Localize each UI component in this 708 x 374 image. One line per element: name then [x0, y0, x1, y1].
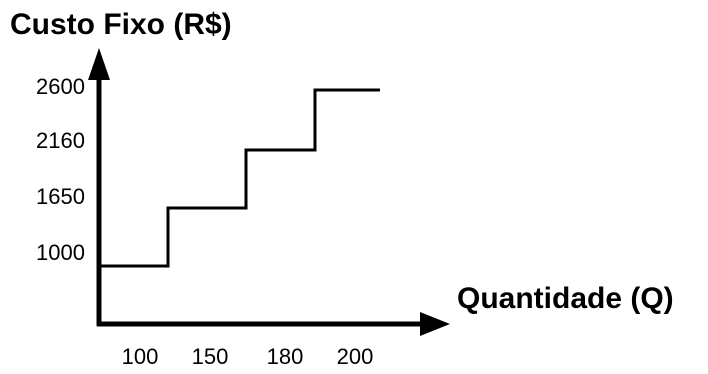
- x-axis-arrow: [420, 312, 450, 336]
- y-axis-arrow: [88, 48, 110, 80]
- x-axis-title: Quantidade (Q): [457, 282, 674, 315]
- y-tick-label: 2600: [36, 74, 85, 99]
- x-tick-label: 200: [337, 344, 374, 369]
- x-tick-label: 150: [192, 344, 229, 369]
- x-tick-label: 100: [122, 344, 159, 369]
- y-axis-title: Custo Fixo (R$): [10, 8, 232, 41]
- y-tick-label: 1650: [36, 184, 85, 209]
- y-tick-label: 2160: [36, 128, 85, 153]
- y-tick-label: 1000: [36, 240, 85, 265]
- x-tick-label: 180: [267, 344, 304, 369]
